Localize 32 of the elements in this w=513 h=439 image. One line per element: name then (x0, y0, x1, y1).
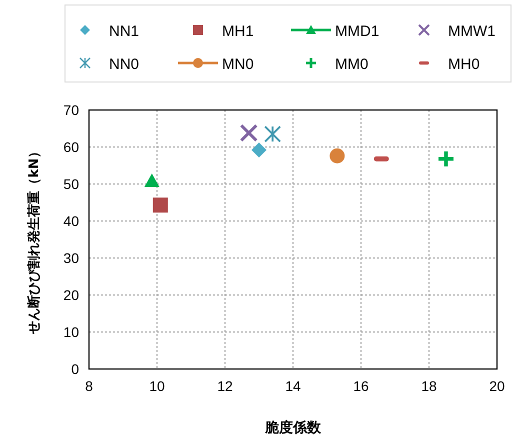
point (152, 198, 168, 213)
legend-label: MN0 (222, 56, 254, 73)
legend-label: MM0 (335, 56, 368, 73)
point (264, 126, 282, 142)
x-tick-label: 10 (149, 378, 165, 394)
legend-label: NN0 (109, 56, 140, 73)
x-axis-title: 脆度係数 (264, 419, 322, 436)
point (436, 149, 456, 168)
y-tick-label: 50 (63, 176, 80, 192)
point (330, 148, 345, 164)
legend-label: MMD1 (335, 23, 380, 40)
y-axis-title: せん断ひび割れ発生荷重（kN） (26, 145, 42, 335)
point (240, 124, 258, 142)
y-tick-label: 10 (63, 324, 80, 340)
x-tick-label: 16 (353, 378, 369, 394)
legend-label: MH0 (448, 56, 480, 73)
y-tick-label: 0 (71, 361, 80, 377)
y-tick-label: 20 (63, 287, 80, 303)
legend-label: MH1 (222, 23, 254, 40)
x-tick-label: 8 (85, 378, 94, 394)
legend-label: MMW1 (448, 23, 496, 40)
x-tick-label: 12 (217, 378, 233, 394)
y-tick-label: 40 (63, 213, 80, 229)
y-tick-label: 30 (63, 250, 80, 266)
y-tick-label: 60 (63, 139, 80, 155)
x-tick-label: 18 (421, 378, 437, 394)
y-tick-label: 70 (63, 102, 80, 118)
x-tick-label: 14 (285, 378, 301, 394)
point (252, 142, 266, 158)
point (144, 174, 160, 188)
legend-label: NN1 (109, 23, 140, 40)
x-tick-label: 20 (489, 378, 505, 394)
